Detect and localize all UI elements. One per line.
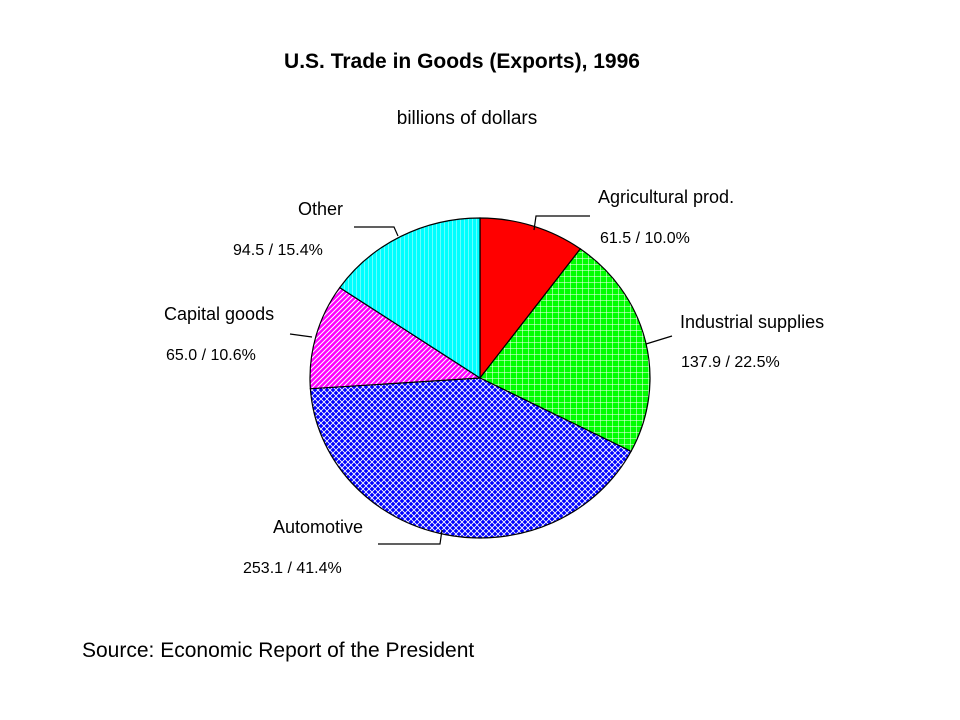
pie-slice-industrial <box>479 248 651 453</box>
leader-line-automotive <box>378 529 443 545</box>
pie-slices <box>309 217 651 539</box>
slice-label-capital: Capital goods <box>164 304 274 324</box>
leader-line-agricultural <box>533 215 590 231</box>
chart-subtitle: billions of dollars <box>397 108 537 129</box>
slice-value-agricultural: 61.5 / 10.0% <box>600 230 690 247</box>
slice-value-other: 94.5 / 15.4% <box>233 242 323 259</box>
pie-slice-capital <box>309 286 482 390</box>
slice-label-industrial: Industrial supplies <box>680 312 824 332</box>
pie-slice-agricultural <box>479 217 582 380</box>
pie-slice-automotive <box>309 377 632 539</box>
slice-value-automotive: 253.1 / 41.4% <box>243 560 342 577</box>
slice-label-agricultural: Agricultural prod. <box>598 187 734 207</box>
leader-line-other <box>354 226 399 237</box>
slice-value-capital: 65.0 / 10.6% <box>166 347 256 364</box>
slice-label-automotive: Automotive <box>273 517 363 537</box>
source-note: Source: Economic Report of the President <box>82 639 474 662</box>
slice-label-other: Other <box>298 199 343 219</box>
pie-slice-other <box>338 217 481 380</box>
chart-title: U.S. Trade in Goods (Exports), 1996 <box>284 50 640 73</box>
slice-value-industrial: 137.9 / 22.5% <box>681 354 780 371</box>
leader-line-capital <box>289 333 313 338</box>
leader-line-industrial <box>645 335 673 345</box>
